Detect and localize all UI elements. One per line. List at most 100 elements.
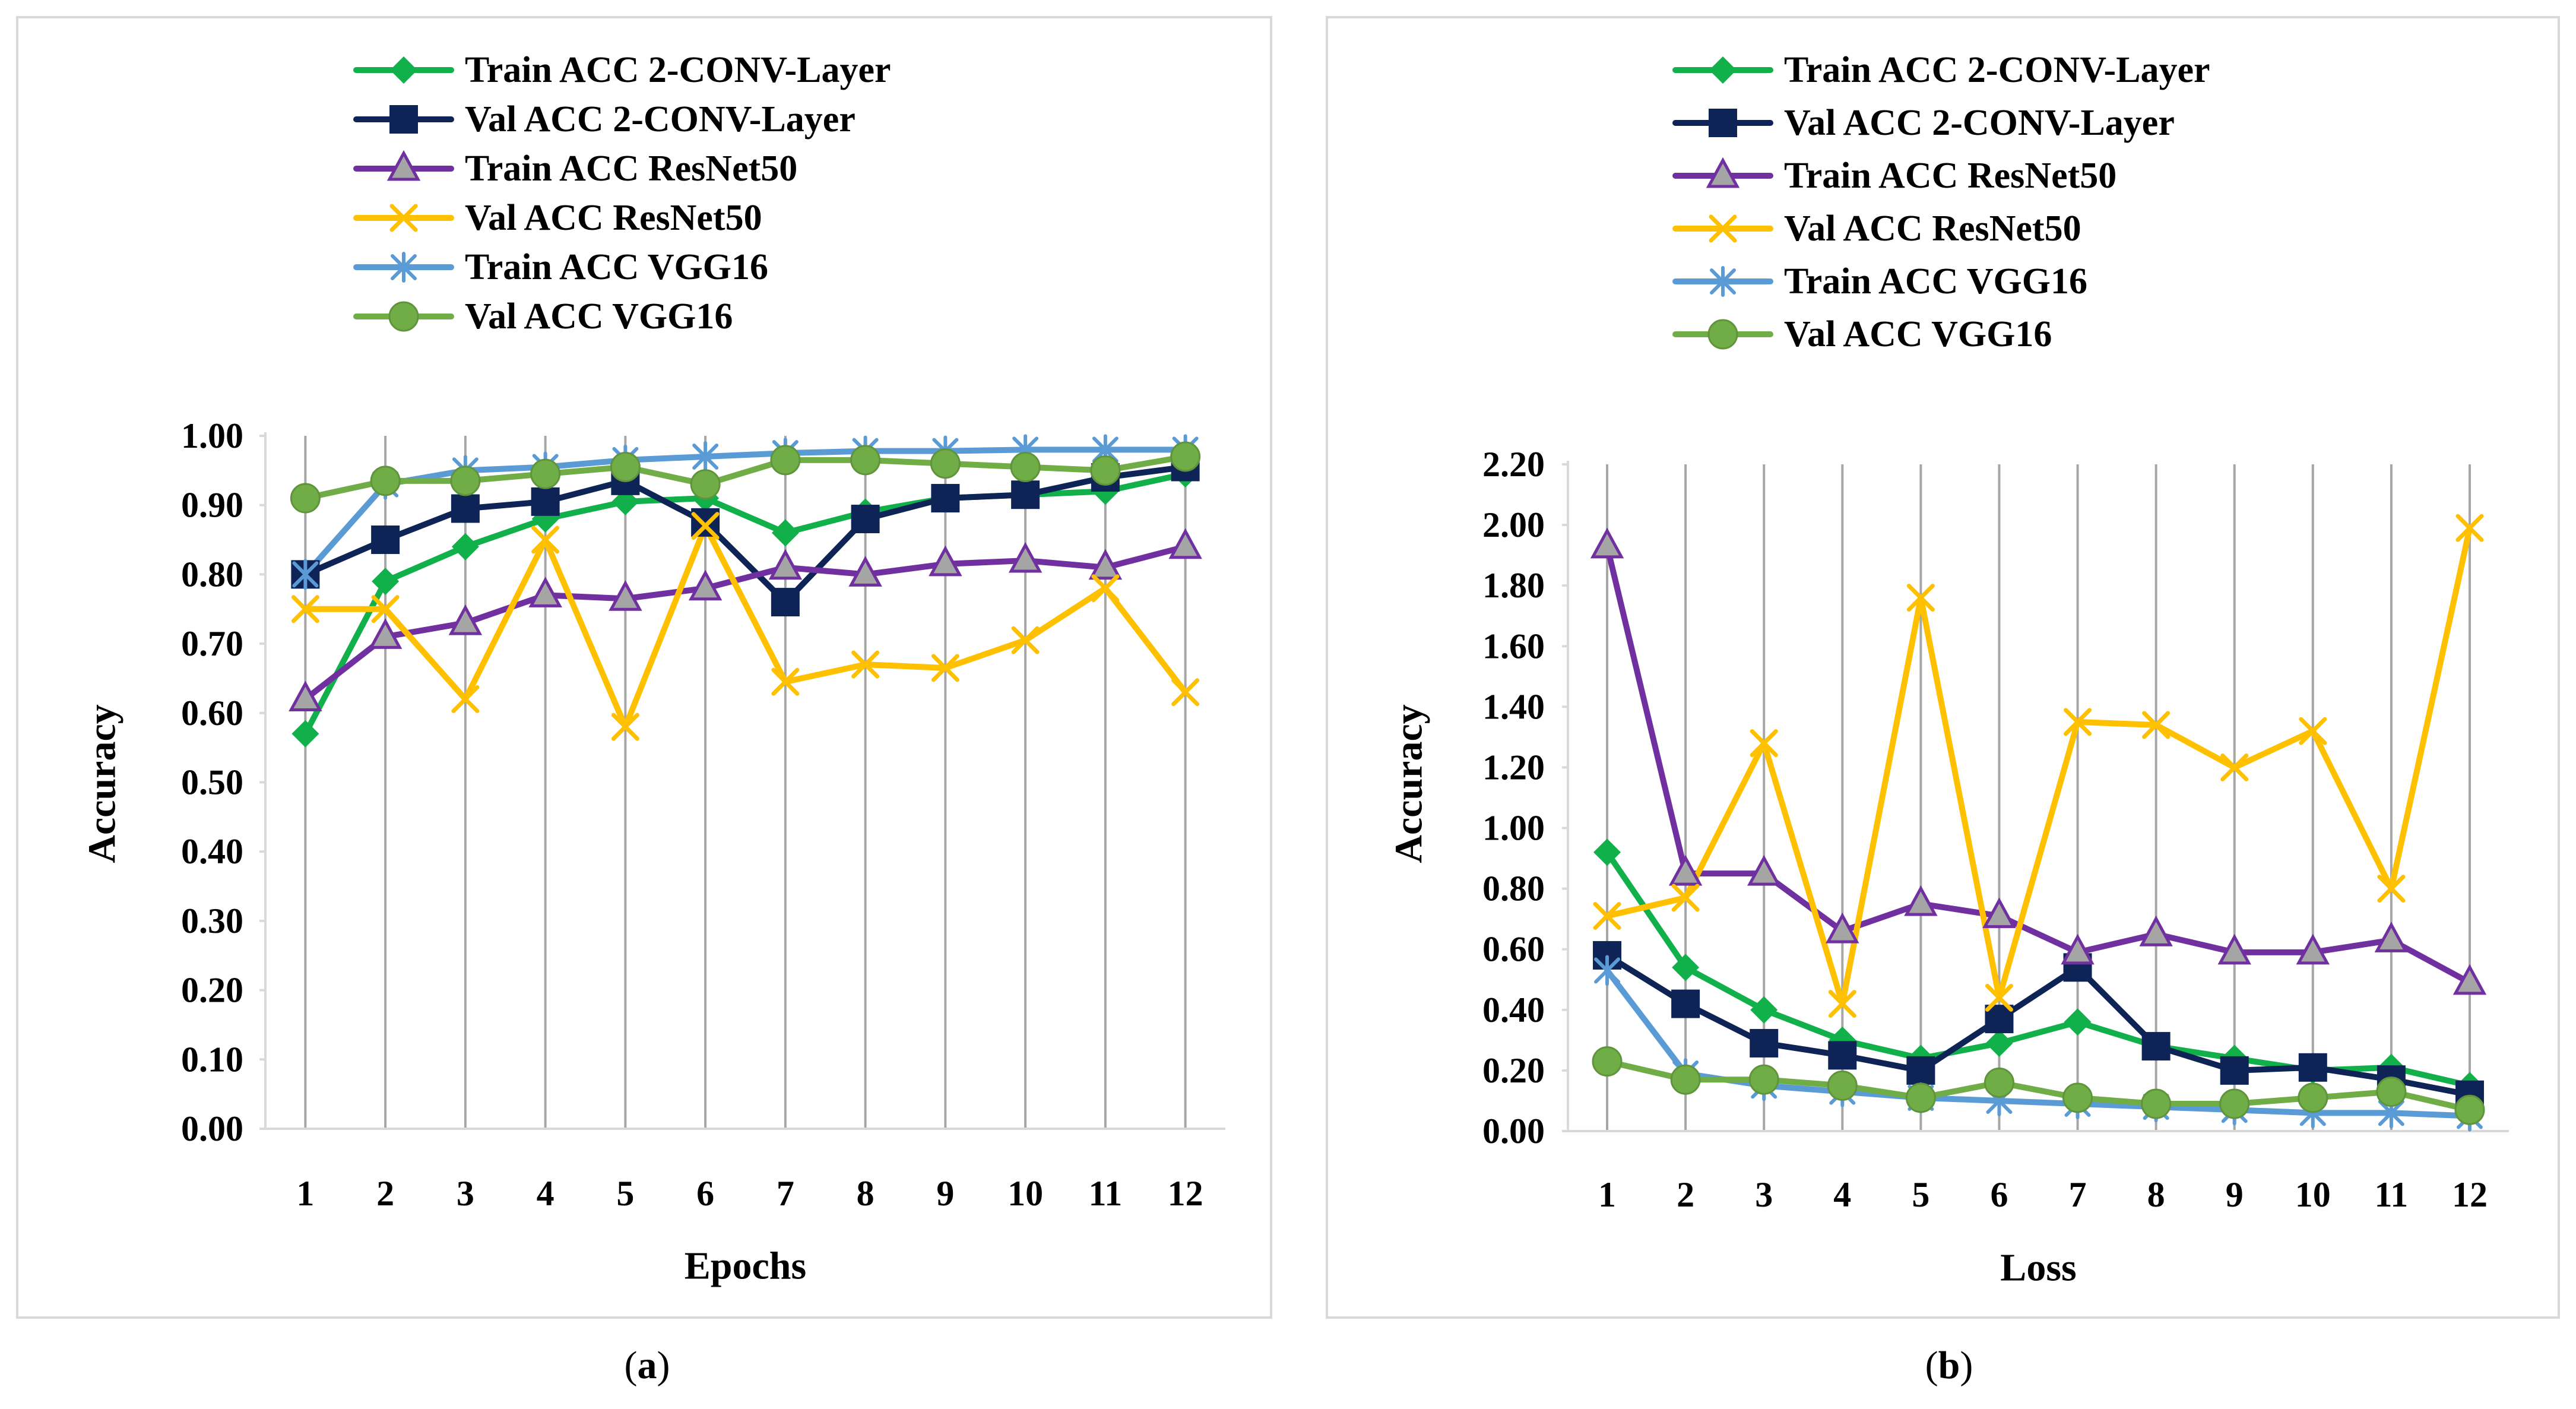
- chart-a-series-3-point: [1011, 626, 1040, 654]
- chart-a-y-tick-label: 1.00: [181, 416, 243, 455]
- chart-a-series-3-point: [1091, 574, 1120, 603]
- chart-b-y-tick-label: 1.60: [1482, 626, 1545, 666]
- chart-a-series-5-point: [930, 448, 961, 479]
- chart-b-y-tick-label: 1.40: [1482, 687, 1545, 726]
- chart-b-series-5-point: [1592, 1046, 1623, 1077]
- chart-a-series-1-point: [931, 484, 960, 513]
- chart-b-series-0-point: [1672, 954, 1700, 981]
- chart-a-series-0-point: [291, 720, 319, 748]
- chart-a-y-tick-label: 0.70: [181, 624, 243, 663]
- chart-a-x-tick-label: 5: [616, 1174, 634, 1213]
- chart-b-series-2-point: [1904, 885, 1938, 916]
- chart-a-series-5-point: [690, 469, 721, 500]
- chart-b-y-tick-label: 1.80: [1482, 566, 1545, 605]
- chart-b-x-tick-label: 9: [2226, 1175, 2244, 1214]
- chart-b-legend-marker-5: [1707, 319, 1738, 350]
- chart-a-series-line-4: [302, 447, 1189, 578]
- chart-b-series-2-point: [2061, 933, 2095, 965]
- chart-a-y-tick-label: 0.30: [181, 901, 243, 941]
- chart-a-series-3-point: [771, 667, 800, 696]
- chart-a-legend-marker-5: [388, 301, 419, 332]
- chart-b-legend-label-4: Train ACC VGG16: [1784, 261, 2087, 302]
- chart-b-x-tick-label: 8: [2147, 1175, 2165, 1214]
- chart-a-series-4-point: [292, 559, 319, 590]
- chart-a-series-5-point: [1170, 441, 1201, 472]
- chart-a-legend-label-4: Train ACC VGG16: [465, 247, 768, 287]
- chart-b-x-tick-label: 11: [2375, 1175, 2409, 1214]
- chart-b-series-2-point: [1826, 912, 1859, 943]
- chart-b-series-5-point: [2141, 1088, 2172, 1119]
- chart-b-series-3-point: [2220, 753, 2249, 781]
- chart-b-series-4-point: [1594, 955, 1621, 986]
- chart-a-y-tick-label: 0.10: [181, 1040, 243, 1079]
- chart-a-series-5-point: [450, 466, 481, 496]
- chart-a-y-tick-label: 0.80: [181, 555, 243, 594]
- chart-b-series-2-point: [2374, 922, 2409, 952]
- chart-b-series-5-point: [1905, 1082, 1936, 1113]
- chart-a-series-5-point: [610, 452, 641, 483]
- chart-a-series-line-3: [302, 523, 1189, 730]
- chart-a-y-axis-title: Accuracy: [81, 704, 124, 863]
- chart-b-legend-marker-2: [1706, 157, 1740, 188]
- chart-b-series-5-point: [1984, 1067, 2014, 1098]
- chart-a-x-tick-label: 10: [1007, 1174, 1043, 1213]
- chart-a-series-5-point: [530, 458, 561, 489]
- chart-a-legend-label-1: Val ACC 2-CONV-Layer: [465, 99, 856, 140]
- chart-a-series-3-point: [371, 595, 400, 623]
- chart-b-series-2-point: [2217, 933, 2251, 965]
- chart-a-series-2-point: [368, 618, 403, 649]
- chart-b-legend-marker-0: [1709, 56, 1737, 84]
- chart-a-series-3-point: [691, 512, 720, 540]
- chart-a-y-tick-label: 0.90: [181, 486, 243, 525]
- chart-a-panel-border: [16, 16, 1272, 1319]
- chart-a-x-tick-label: 9: [936, 1174, 954, 1213]
- chart-a-series-5-point: [1090, 455, 1121, 486]
- chart-a-group: 0.00 0.10 0.20 0.30 0.40 0.50 0.60 0.70 0.80 0.90…: [16, 16, 1272, 1319]
- chart-a-series-3-point: [451, 685, 480, 713]
- chart-a-series-1-point: [531, 487, 560, 516]
- chart-b-series-5-point: [1670, 1064, 1701, 1095]
- chart-b-legend-label-0: Train ACC 2-CONV-Layer: [1784, 50, 2210, 90]
- chart-a-series-5-point: [290, 483, 321, 514]
- chart-a-legend-label-5: Val ACC VGG16: [465, 296, 733, 337]
- chart-a-legend-marker-3: [389, 204, 418, 232]
- chart-b-legend-marker-3: [1709, 214, 1737, 243]
- chart-a-x-tick-label: 8: [857, 1174, 874, 1213]
- chart-b-y-tick-label: 0.00: [1482, 1112, 1545, 1151]
- chart-b-y-tick-label: 0.80: [1482, 869, 1545, 908]
- chart-b-series-2-point: [1590, 527, 1624, 559]
- chart-a-series-5-point: [1010, 452, 1041, 483]
- chart-a-x-tick-label: 11: [1089, 1174, 1123, 1213]
- chart-b-series-3-point: [1985, 983, 2013, 1012]
- chart-b-group: 0.00 0.20 0.40 0.60 0.80 1.00 1.20 1.40 1.60 1.80…: [1326, 16, 2560, 1319]
- chart-b-series-1-point: [2141, 1032, 2171, 1061]
- chart-b-series-2-point: [1982, 897, 2016, 929]
- chart-b-series-line-3: [1604, 525, 2473, 1007]
- chart-a-series-1-point: [771, 588, 800, 617]
- chart-b-series-1-point: [2298, 1053, 2327, 1082]
- chart-a-x-tick-label: 2: [376, 1174, 394, 1213]
- chart-a-x-axis-title: Epochs: [685, 1245, 806, 1288]
- chart-b-series-5-point: [2062, 1082, 2093, 1113]
- chart-b-y-tick-label: 1.20: [1482, 748, 1545, 787]
- chart-a-series-3-point: [611, 713, 639, 741]
- chart-a-series-2-point: [528, 577, 562, 607]
- caption-b: (b): [1925, 1344, 1973, 1387]
- chart-a-legend-label-2: Train ACC ResNet50: [465, 148, 797, 189]
- caption-a: (a): [624, 1344, 670, 1387]
- chart-a-x-tick-label: 1: [296, 1174, 314, 1213]
- chart-a-series-1-point: [691, 508, 720, 537]
- chart-b-series-3-point: [2455, 514, 2484, 542]
- chart-b-series-0-point: [2064, 1008, 2092, 1036]
- chart-a-y-tick-label: 0.20: [181, 971, 243, 1010]
- chart-a-series-1-point: [451, 494, 480, 523]
- chart-b-y-tick-label: 0.40: [1482, 990, 1545, 1030]
- chart-b-series-line-2: [1604, 543, 2473, 986]
- chart-b-series-3-point: [2299, 717, 2327, 745]
- chart-b-x-tick-label: 1: [1598, 1175, 1616, 1214]
- chart-b-legend-marker-4: [1710, 266, 1736, 297]
- chart-a-x-tick-label: 7: [777, 1174, 794, 1213]
- chart-b-x-tick-label: 6: [1990, 1175, 2008, 1214]
- chart-b-series-5-point: [1748, 1064, 1779, 1095]
